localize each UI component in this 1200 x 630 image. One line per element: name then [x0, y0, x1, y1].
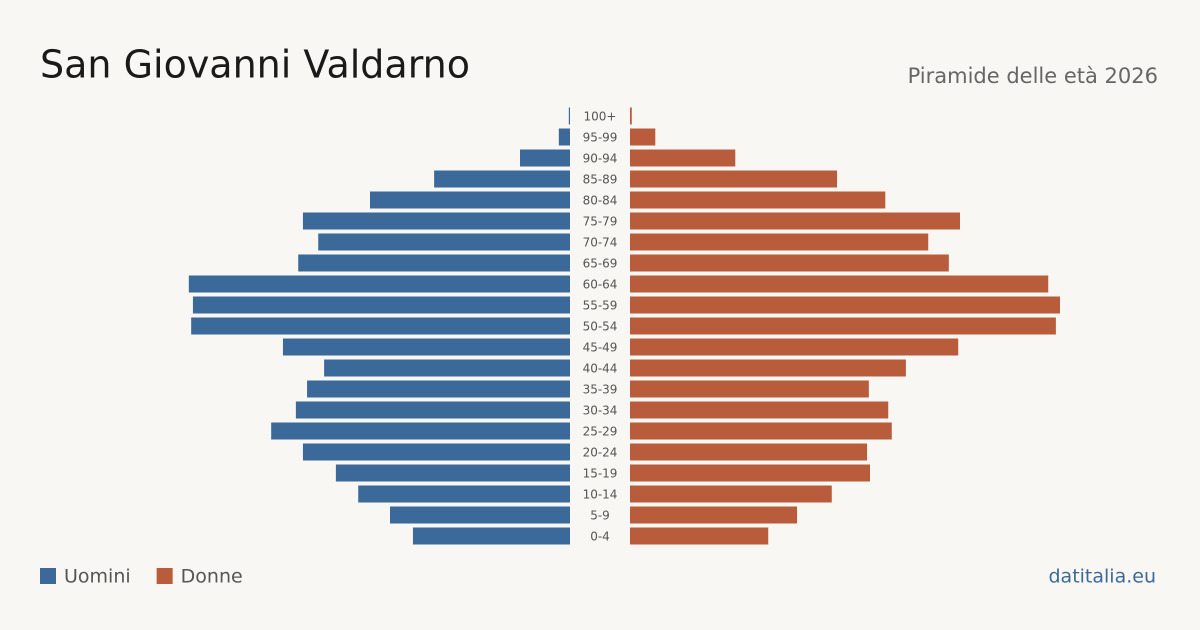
age-label: 90-94: [583, 152, 618, 166]
legend-label: Donne: [181, 566, 243, 588]
source: datitalia.eu: [1049, 566, 1157, 588]
bar: [630, 401, 889, 419]
age-label: 60-64: [583, 278, 618, 292]
age-label: 20-24: [583, 446, 618, 460]
age-label: 25-29: [583, 425, 618, 439]
bar: [558, 128, 570, 146]
chart-title: San Giovanni Valdarno: [40, 43, 470, 87]
bar: [630, 212, 960, 230]
age-label: 95-99: [583, 131, 618, 145]
age-label: 55-59: [583, 299, 618, 313]
age-label: 5-9: [590, 509, 610, 523]
bar: [630, 128, 656, 146]
bar: [630, 422, 892, 440]
bar: [298, 254, 570, 272]
bar: [630, 380, 869, 398]
bar: [307, 380, 570, 398]
legend-swatch: [40, 568, 56, 584]
age-label: 100+: [584, 110, 617, 124]
bar: [630, 233, 929, 251]
bar: [630, 506, 798, 524]
bar: [630, 275, 1049, 293]
legend-swatch: [156, 568, 173, 584]
bar: [630, 170, 838, 188]
bar: [358, 485, 570, 503]
bar: [370, 191, 570, 209]
bar: [412, 527, 570, 545]
age-label: 75-79: [583, 215, 618, 229]
bar: [318, 233, 570, 251]
age-label: 45-49: [583, 341, 618, 355]
age-label: 10-14: [583, 488, 618, 502]
bar: [630, 149, 736, 167]
age-label: 40-44: [583, 362, 618, 376]
age-label: 0-4: [590, 530, 610, 544]
bar: [302, 443, 570, 461]
bar: [282, 338, 570, 356]
bar: [302, 212, 570, 230]
bar: [192, 296, 571, 314]
bar: [191, 317, 571, 335]
bar: [630, 296, 1060, 314]
age-label: 65-69: [583, 257, 618, 271]
age-label: 85-89: [583, 173, 618, 187]
bar: [630, 443, 868, 461]
age-label: 35-39: [583, 383, 618, 397]
age-label: 50-54: [583, 320, 618, 334]
age-label: 15-19: [583, 467, 618, 481]
bar: [630, 107, 632, 125]
age-label: 80-84: [583, 194, 618, 208]
bar: [630, 527, 769, 545]
bar: [630, 359, 906, 377]
bar: [568, 107, 570, 125]
bar: [271, 422, 570, 440]
bar: [630, 464, 870, 482]
chart-subtitle: Piramide delle età 2026: [908, 64, 1158, 88]
age-label: 30-34: [583, 404, 618, 418]
bar: [630, 485, 832, 503]
bar: [324, 359, 570, 377]
bar: [520, 149, 570, 167]
bar: [188, 275, 570, 293]
legend-label: Uomini: [64, 566, 131, 588]
age-label: 70-74: [583, 236, 618, 250]
bar: [630, 317, 1056, 335]
bar: [434, 170, 570, 188]
bar: [390, 506, 570, 524]
bar: [630, 338, 959, 356]
bar: [295, 401, 570, 419]
bar: [630, 191, 886, 209]
bar: [335, 464, 570, 482]
bar: [630, 254, 949, 272]
